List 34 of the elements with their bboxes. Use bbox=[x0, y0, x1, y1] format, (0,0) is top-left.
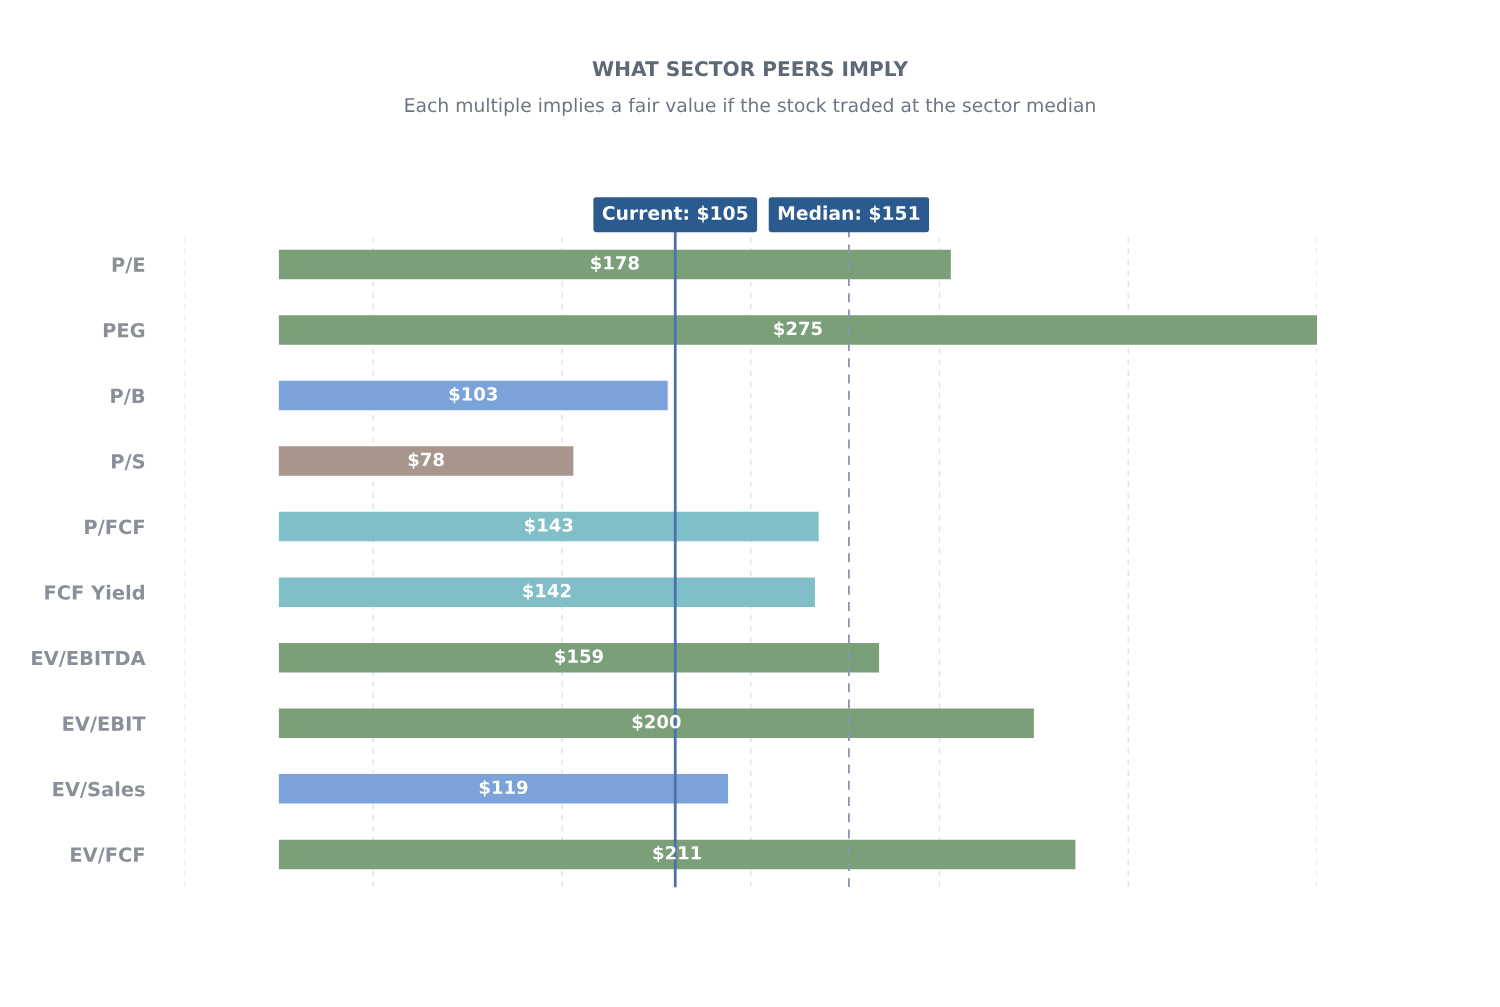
data-label: $178 bbox=[591, 255, 639, 273]
y-tick-label: EV/EBITDA bbox=[32, 650, 146, 667]
y-tick-label: EV/Sales bbox=[53, 781, 145, 799]
data-label: $119 bbox=[479, 780, 528, 797]
ref-line-label: Current: $105 bbox=[602, 205, 748, 223]
data-label: $211 bbox=[653, 845, 702, 863]
data-label: $142 bbox=[523, 583, 571, 600]
y-tick-label: P/B bbox=[111, 388, 145, 405]
bar bbox=[278, 577, 815, 607]
y-tick-label: P/FCF bbox=[85, 519, 144, 536]
bar bbox=[278, 642, 880, 673]
y-tick-label: FCF Yield bbox=[45, 584, 144, 600]
data-label: $78 bbox=[408, 452, 444, 469]
y-tick-label: EV/EBIT bbox=[63, 716, 146, 733]
data-label: $275 bbox=[774, 321, 822, 338]
bar bbox=[278, 839, 1076, 870]
data-label: $143 bbox=[525, 517, 573, 535]
bar bbox=[278, 249, 951, 280]
y-tick-label: PEG bbox=[103, 322, 145, 338]
bar bbox=[278, 708, 1034, 739]
ref-line-label: Median: $151 bbox=[778, 205, 920, 223]
chart-title: WHAT SECTOR PEERS IMPLY bbox=[592, 61, 909, 77]
chart-subtitle: Each multiple implies a fair value if the stock traded at the sector median bbox=[405, 97, 1095, 116]
bar bbox=[278, 315, 1317, 345]
y-tick-label: P/S bbox=[112, 454, 145, 471]
data-label: $103 bbox=[449, 386, 497, 404]
bar bbox=[278, 511, 819, 542]
bar bbox=[278, 446, 574, 476]
y-tick-label: P/E bbox=[112, 257, 145, 274]
y-tick-label: EV/FCF bbox=[71, 847, 144, 864]
bar bbox=[278, 774, 729, 804]
data-label: $159 bbox=[555, 648, 603, 666]
data-label: $200 bbox=[632, 714, 681, 731]
bar bbox=[278, 380, 668, 411]
